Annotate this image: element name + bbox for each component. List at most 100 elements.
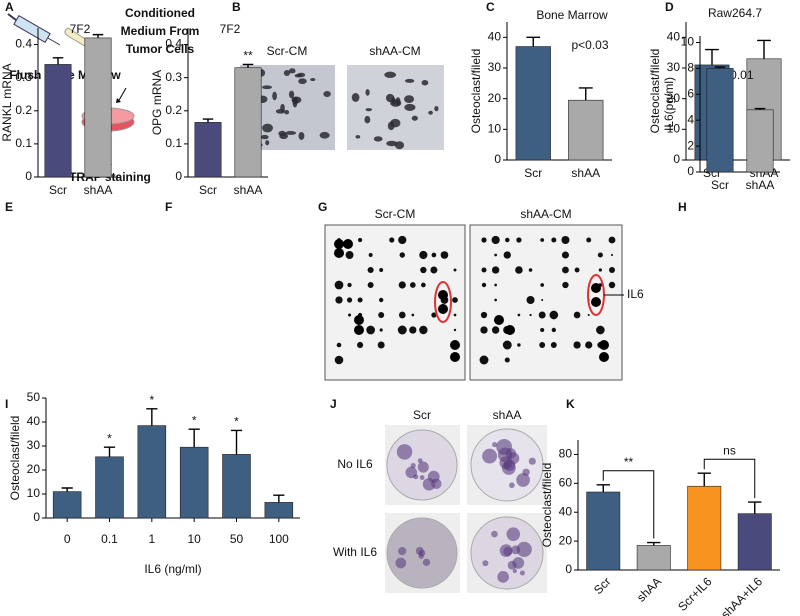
spot [379, 268, 384, 272]
highlight [434, 281, 452, 323]
spot [502, 340, 512, 350]
colony [505, 448, 517, 459]
y-tick-label: 20 [27, 462, 41, 476]
error-bar [714, 66, 726, 69]
cell [285, 131, 297, 135]
panel-label: D [665, 0, 674, 14]
cell [262, 123, 273, 133]
colony [516, 541, 532, 557]
spot [389, 237, 395, 243]
y-tick-label: 0 [25, 169, 32, 183]
x-tick-label: Scr [524, 166, 542, 180]
y-axis-label: Osteoclast/fileld [8, 416, 22, 501]
y-tick-label: 0.3 [15, 70, 32, 84]
spot [409, 282, 416, 288]
spot [491, 266, 500, 274]
bar [586, 491, 621, 571]
cell [288, 68, 296, 74]
spot [608, 236, 616, 244]
plate-colonies [395, 439, 536, 583]
bar [568, 99, 604, 161]
image-label: No IL6 [337, 457, 373, 471]
chart-title: 7F2 [220, 22, 241, 36]
spot [539, 342, 546, 348]
array-spots [334, 235, 616, 365]
spot [549, 310, 559, 320]
significance: * [192, 413, 197, 427]
diagram-text: Medium From [121, 24, 200, 38]
bar [746, 109, 774, 173]
y-tick-label: 10 [27, 486, 41, 500]
spot [377, 341, 385, 349]
cell [279, 133, 289, 140]
panel-label: F [165, 200, 172, 214]
image-label: Scr-CM [267, 44, 308, 58]
spot [491, 235, 500, 245]
spot [494, 253, 497, 257]
spot [481, 282, 487, 288]
y-tick-label: 0 [33, 510, 40, 524]
spot [440, 251, 449, 259]
cell [390, 118, 401, 128]
spot [550, 342, 557, 348]
panel-label: A [5, 0, 14, 14]
x-tick-label: shAA [571, 166, 600, 180]
spot [345, 251, 354, 259]
colony [398, 546, 407, 556]
colony [405, 466, 418, 479]
cell [298, 131, 305, 140]
colony [512, 568, 517, 574]
spot [357, 297, 363, 303]
spot [431, 312, 437, 318]
y-tick-label: 50 [27, 390, 41, 404]
spot [419, 250, 428, 260]
y-tick-label: 40 [559, 504, 573, 518]
cell [364, 115, 371, 124]
cell [310, 78, 316, 82]
colony [482, 560, 489, 567]
spot [357, 341, 364, 349]
y-tick-label: 0.3 [165, 70, 182, 84]
spot [398, 311, 406, 319]
spot [541, 298, 544, 302]
image-label: shAA-CM [520, 207, 571, 221]
error-bar [61, 487, 73, 492]
bar [706, 68, 734, 173]
spot [494, 298, 497, 302]
x-tick-label: Scr+IL6 [675, 574, 715, 614]
spot [551, 237, 557, 243]
y-tick-label: 0 [175, 169, 182, 183]
cell [384, 71, 397, 78]
bar [515, 46, 551, 161]
chart-title: 7F2 [70, 22, 91, 36]
y-tick-label: 0.4 [15, 37, 32, 51]
y-tick-label: 2 [687, 138, 694, 152]
bar [687, 485, 722, 571]
bar [84, 37, 112, 178]
spot [494, 315, 504, 325]
spot [347, 282, 352, 288]
spot [335, 296, 343, 304]
panel-label: K [566, 397, 575, 411]
cell [292, 98, 298, 108]
spot [347, 313, 352, 317]
image-label: With IL6 [333, 545, 377, 559]
spot [494, 283, 497, 287]
spot [334, 248, 344, 258]
bar [636, 545, 671, 571]
cell [323, 91, 331, 98]
spot [561, 251, 569, 259]
spot [610, 253, 614, 257]
colony [507, 560, 517, 570]
colony [519, 570, 525, 576]
cell [428, 110, 433, 115]
bar [52, 491, 82, 519]
spot [366, 325, 375, 335]
colony [422, 558, 431, 566]
panel-label: H [678, 200, 687, 214]
colony [509, 482, 515, 489]
cell [386, 140, 398, 147]
spot [453, 313, 457, 317]
chart-title: Bone Marrow [536, 8, 608, 22]
error-bar [754, 107, 766, 110]
